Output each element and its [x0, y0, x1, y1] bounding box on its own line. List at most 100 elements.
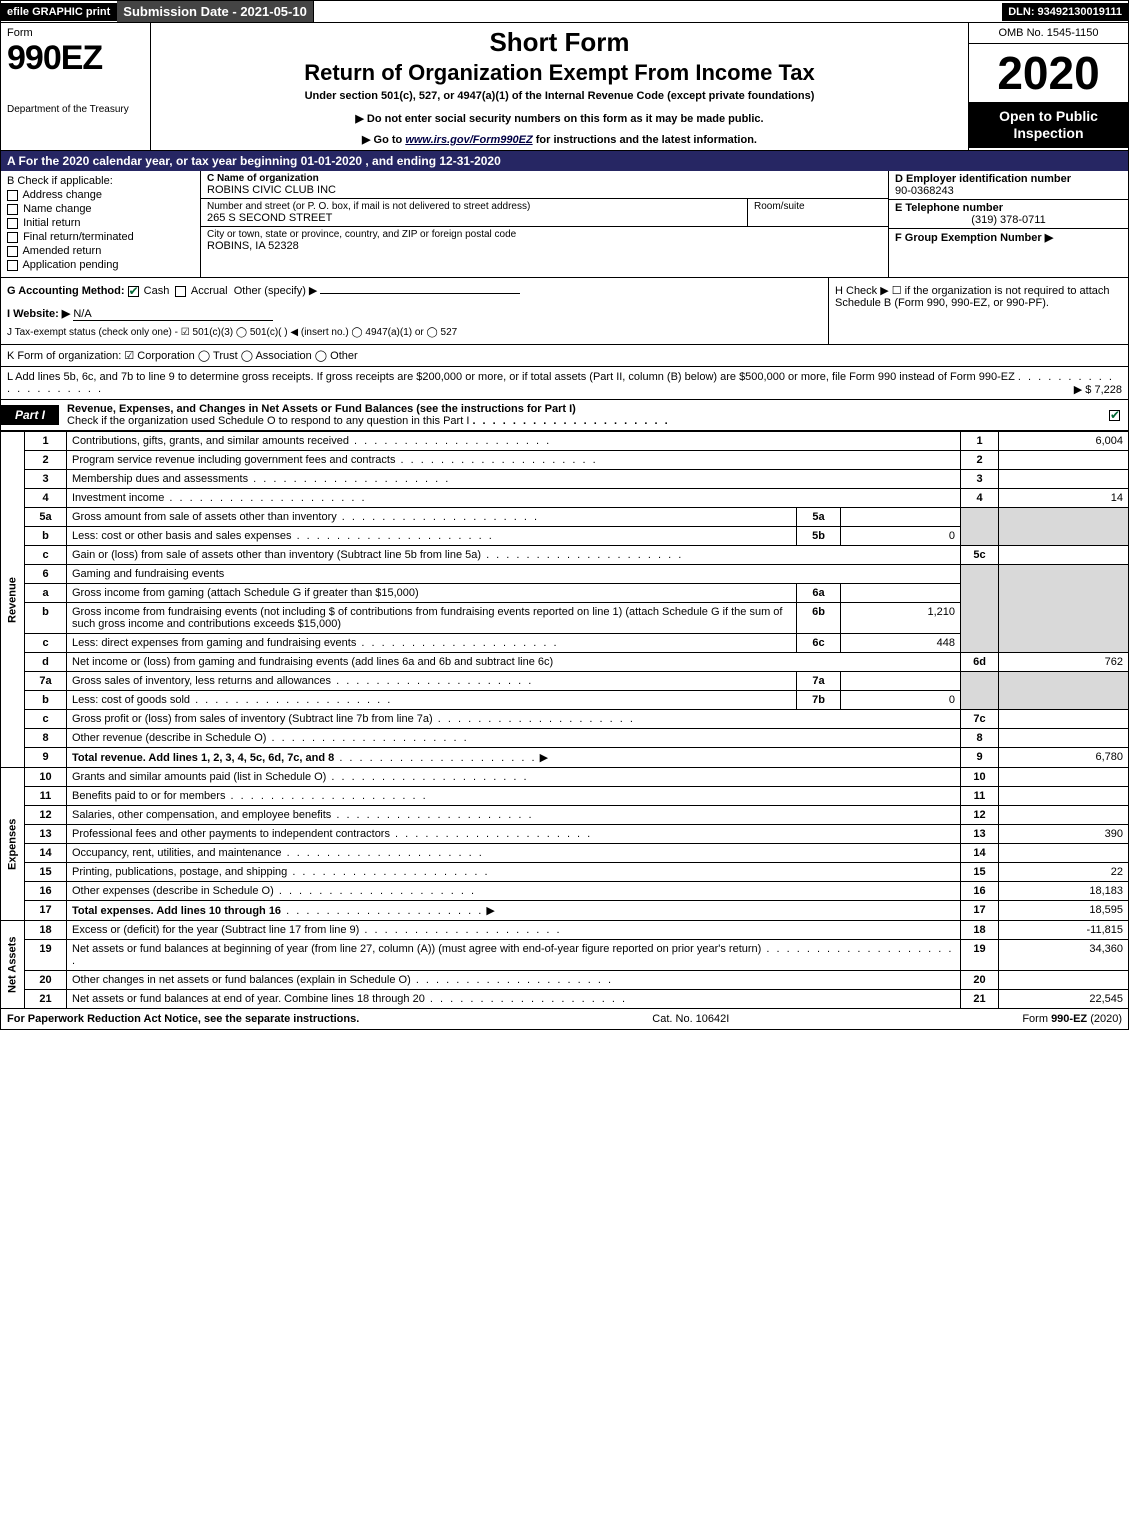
row-20-num: 20 — [25, 971, 67, 990]
open-public-label: Open to Public Inspection — [969, 102, 1128, 148]
row-10-num: 10 — [25, 768, 67, 787]
efile-print-label[interactable]: efile GRAPHIC print — [1, 3, 117, 21]
row-9-lineno: 9 — [961, 748, 999, 768]
row-6b-num: b — [25, 603, 67, 634]
row-7b-num: b — [25, 691, 67, 710]
line-j: J Tax-exempt status (check only one) - ☑… — [7, 327, 822, 338]
row-4-text: Investment income — [67, 489, 961, 508]
chk-name-change[interactable]: Name change — [7, 203, 194, 215]
row-18-text: Excess or (deficit) for the year (Subtra… — [67, 921, 961, 940]
group-exemption-label: F Group Exemption Number ▶ — [895, 231, 1122, 244]
row-5c-lineno: 5c — [961, 546, 999, 565]
row-6c-sub: 6c — [797, 634, 841, 653]
row-16-lineno: 16 — [961, 882, 999, 901]
row-6b-sv: 1,210 — [841, 603, 961, 634]
row-6b-sub: 6b — [797, 603, 841, 634]
page-footer: For Paperwork Reduction Act Notice, see … — [0, 1009, 1129, 1030]
row-9-num: 9 — [25, 748, 67, 768]
row-5a-num: 5a — [25, 508, 67, 527]
chk-address-change[interactable]: Address change — [7, 189, 194, 201]
row-19-num: 19 — [25, 940, 67, 971]
row-6a-num: a — [25, 584, 67, 603]
row-5c-num: c — [25, 546, 67, 565]
row-13-amt: 390 — [999, 825, 1129, 844]
chk-application-pending[interactable]: Application pending — [7, 259, 194, 271]
row-6d-amt: 762 — [999, 653, 1129, 672]
row-16-num: 16 — [25, 882, 67, 901]
top-bar: efile GRAPHIC print Submission Date - 20… — [0, 0, 1129, 23]
part1-check-line: Check if the organization used Schedule … — [67, 415, 469, 427]
irs-link[interactable]: www.irs.gov/Form990EZ — [405, 134, 532, 146]
chk-initial-return[interactable]: Initial return — [7, 217, 194, 229]
other-method-input[interactable] — [320, 293, 520, 294]
row-11-num: 11 — [25, 787, 67, 806]
row-6c-sv: 448 — [841, 634, 961, 653]
header-left: Form 990EZ Department of the Treasury — [1, 23, 151, 150]
row-11-text: Benefits paid to or for members — [67, 787, 961, 806]
street-value: 265 S SECOND STREET — [207, 212, 741, 224]
row-7c-num: c — [25, 710, 67, 729]
row-5a-sub: 5a — [797, 508, 841, 527]
row-19-text: Net assets or fund balances at beginning… — [67, 940, 961, 971]
submission-date-label: Submission Date - 2021-05-10 — [117, 1, 314, 22]
row-12-num: 12 — [25, 806, 67, 825]
shade-6-amt — [999, 565, 1129, 653]
block-gh: G Accounting Method: Cash Accrual Other … — [0, 278, 1129, 345]
row-11-amt — [999, 787, 1129, 806]
part1-schedule-o-checkbox[interactable] — [1109, 410, 1120, 421]
block-b-checkboxes: B Check if applicable: Address change Na… — [1, 171, 201, 277]
line-a-tax-year: A For the 2020 calendar year, or tax yea… — [0, 151, 1129, 171]
row-18-lineno: 18 — [961, 921, 999, 940]
row-8-amt — [999, 729, 1129, 748]
form-header: Form 990EZ Department of the Treasury Sh… — [0, 23, 1129, 151]
row-8-text: Other revenue (describe in Schedule O) — [67, 729, 961, 748]
chk-final-return[interactable]: Final return/terminated — [7, 231, 194, 243]
row-6a-sv — [841, 584, 961, 603]
row-6-num: 6 — [25, 565, 67, 584]
line-l-text: L Add lines 5b, 6c, and 7b to line 9 to … — [7, 371, 1015, 383]
side-revenue: Revenue — [1, 432, 25, 768]
part1-title: Revenue, Expenses, and Changes in Net As… — [67, 403, 576, 415]
row-20-amt — [999, 971, 1129, 990]
row-15-lineno: 15 — [961, 863, 999, 882]
row-19-amt: 34,360 — [999, 940, 1129, 971]
shade-5-amt — [999, 508, 1129, 546]
row-15-num: 15 — [25, 863, 67, 882]
row-10-lineno: 10 — [961, 768, 999, 787]
row-16-amt: 18,183 — [999, 882, 1129, 901]
row-21-text: Net assets or fund balances at end of ye… — [67, 990, 961, 1009]
chk-cash[interactable] — [128, 286, 139, 297]
row-7c-lineno: 7c — [961, 710, 999, 729]
row-21-amt: 22,545 — [999, 990, 1129, 1009]
row-20-lineno: 20 — [961, 971, 999, 990]
row-2-lineno: 2 — [961, 451, 999, 470]
city-value: ROBINS, IA 52328 — [207, 240, 882, 252]
chk-accrual[interactable] — [175, 286, 186, 297]
row-14-num: 14 — [25, 844, 67, 863]
ssn-warning: ▶ Do not enter social security numbers o… — [159, 112, 960, 125]
form-word: Form — [7, 27, 144, 39]
line-k: K Form of organization: ☑ Corporation ◯ … — [0, 345, 1129, 367]
row-1-text: Contributions, gifts, grants, and simila… — [67, 432, 961, 451]
row-14-text: Occupancy, rent, utilities, and maintena… — [67, 844, 961, 863]
chk-amended-return[interactable]: Amended return — [7, 245, 194, 257]
block-b-label: B Check if applicable: — [7, 175, 194, 187]
ein-label: D Employer identification number — [895, 173, 1122, 185]
row-8-num: 8 — [25, 729, 67, 748]
row-6d-text: Net income or (loss) from gaming and fun… — [67, 653, 961, 672]
return-title: Return of Organization Exempt From Incom… — [159, 60, 960, 86]
tel-label: E Telephone number — [895, 202, 1122, 214]
shade-7-amt — [999, 672, 1129, 710]
goto-pre: ▶ Go to — [362, 134, 405, 146]
row-4-amt: 14 — [999, 489, 1129, 508]
row-21-num: 21 — [25, 990, 67, 1009]
row-7a-text: Gross sales of inventory, less returns a… — [67, 672, 797, 691]
header-center: Short Form Return of Organization Exempt… — [151, 23, 968, 150]
website-label: I Website: ▶ — [7, 308, 70, 320]
room-label: Room/suite — [748, 199, 888, 226]
row-7c-amt — [999, 710, 1129, 729]
row-4-lineno: 4 — [961, 489, 999, 508]
row-17-lineno: 17 — [961, 901, 999, 921]
row-16-text: Other expenses (describe in Schedule O) — [67, 882, 961, 901]
row-5c-amt — [999, 546, 1129, 565]
